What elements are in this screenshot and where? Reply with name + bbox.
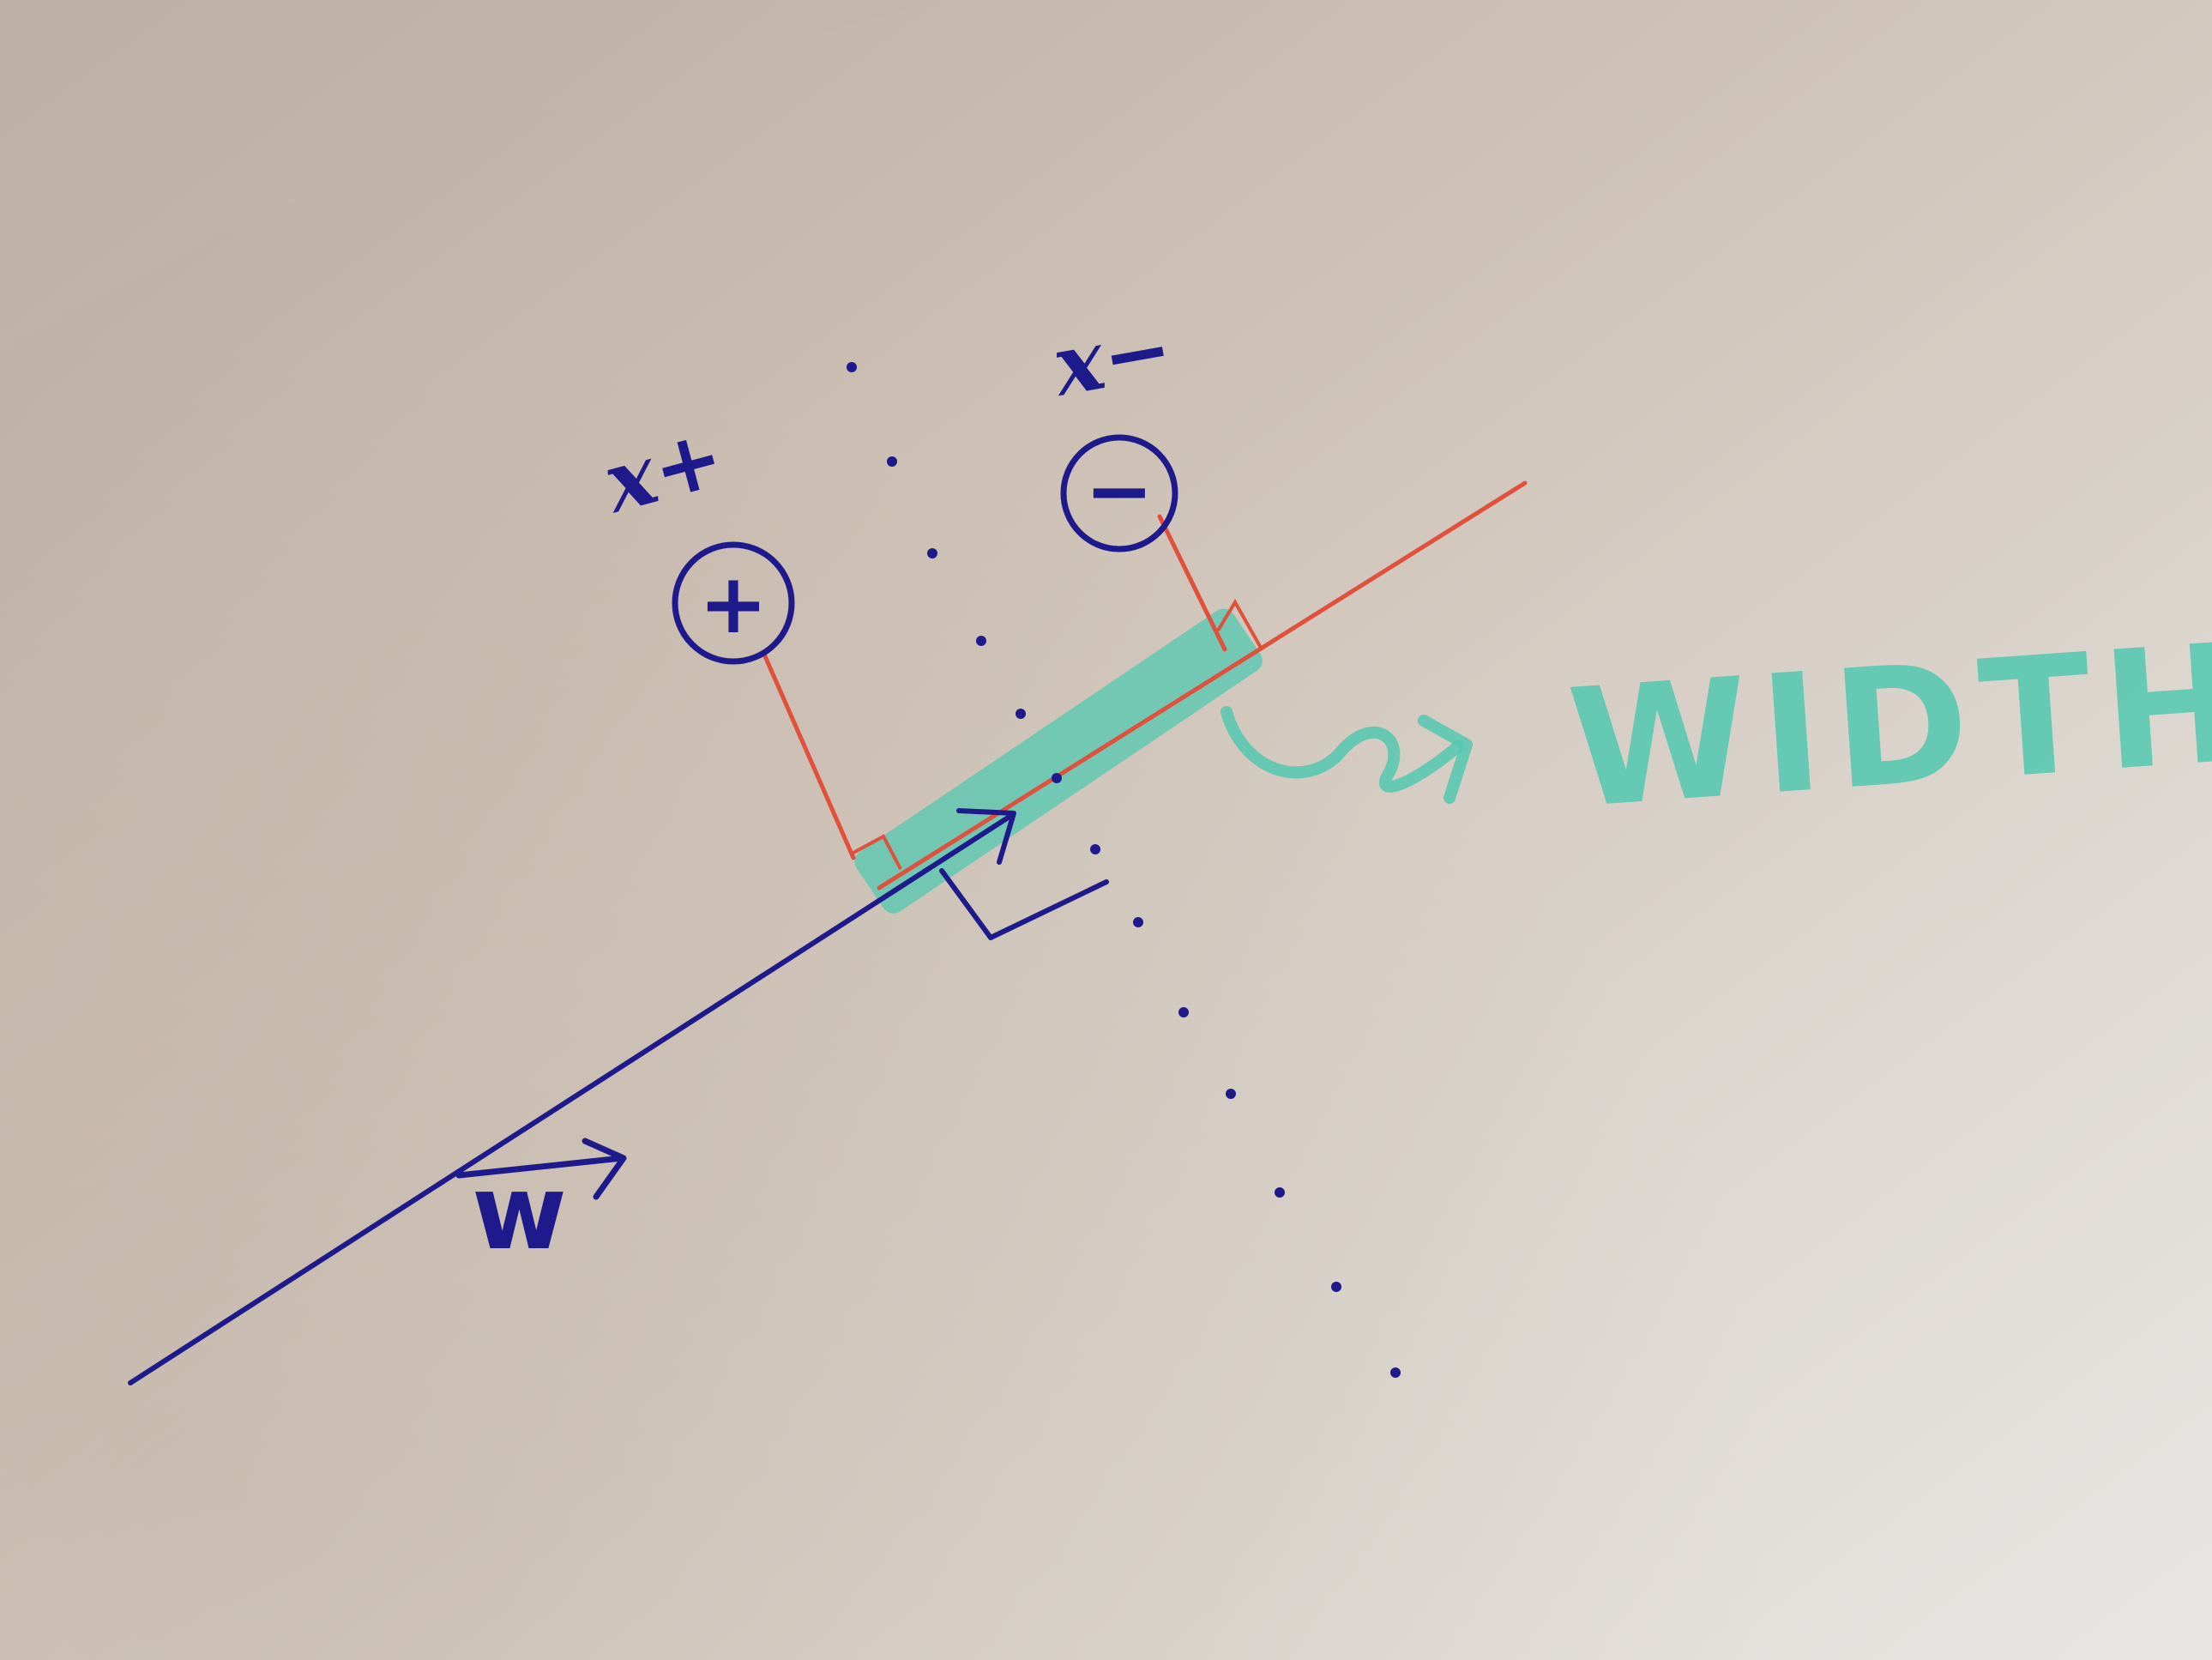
width-label: WIDTH <box>1564 607 2212 844</box>
negative-point-label: x− <box>1045 299 1179 416</box>
weight-vector-label-arrow <box>455 1138 627 1200</box>
weight-vector-line <box>128 812 1015 1385</box>
negative-point-circle <box>1060 434 1178 552</box>
positive-projection-line <box>762 654 856 860</box>
width-pointer-arrow <box>1221 706 1464 793</box>
decision-boundary-line <box>877 480 1528 890</box>
paper-edge-shadow <box>0 0 943 352</box>
width-pointer-arrowhead <box>1418 715 1473 804</box>
positive-point-circle <box>672 541 795 665</box>
dotted-margin-line <box>847 362 1401 1378</box>
negative-sign-label: − <box>1085 443 1154 539</box>
negative-right-angle-marker <box>1216 599 1263 649</box>
orthogonal-marker <box>939 868 1109 940</box>
weight-vector-arrowhead <box>956 808 1016 865</box>
negative-projection-line <box>1157 514 1227 652</box>
positive-sign-label: + <box>699 556 768 652</box>
positive-right-angle-marker <box>851 834 902 870</box>
